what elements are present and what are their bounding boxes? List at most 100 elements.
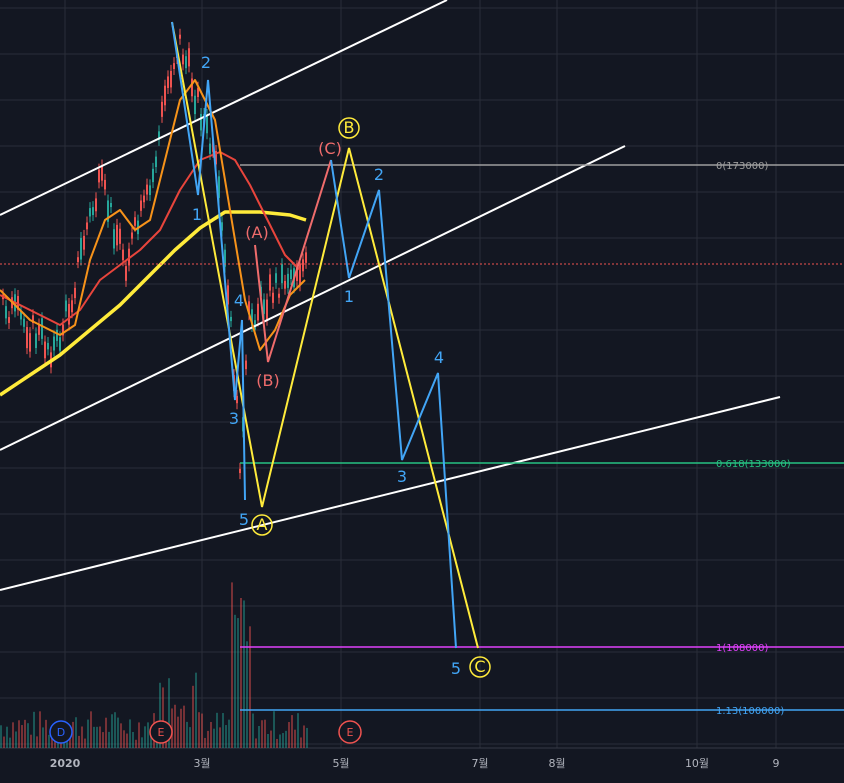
candle-body [272, 292, 274, 303]
volume-bar [237, 618, 239, 748]
candle-body [47, 342, 49, 350]
volume-bar [36, 736, 38, 748]
wave-impulse-right-path[interactable] [330, 159, 457, 649]
volume-bar [114, 712, 116, 748]
channel-line[interactable] [0, 396, 781, 591]
candle-body [5, 306, 7, 319]
candle-body [107, 200, 109, 222]
wave-label-sub: (C) [318, 139, 342, 158]
volume-bar [144, 726, 146, 748]
x-tick-label: 9 [773, 757, 780, 770]
wave-impulse-left-path[interactable] [171, 21, 246, 501]
candle-body [110, 202, 112, 208]
volume-bar [195, 672, 197, 748]
volume-bars [0, 582, 308, 748]
volume-bar [72, 721, 74, 748]
volume-bar [135, 739, 137, 748]
ma-mid-line [0, 151, 301, 326]
volume-bar [18, 720, 20, 748]
candle-body [71, 300, 73, 313]
candle-body [251, 309, 253, 326]
candle-body [263, 299, 265, 314]
event-marker-circle[interactable] [338, 720, 362, 744]
wave-label-b: B [344, 118, 355, 137]
candle-body [182, 54, 184, 65]
candle-body [41, 318, 43, 339]
volume-bar [234, 614, 236, 748]
volume-bar [99, 726, 101, 748]
volume-bar [6, 726, 8, 748]
candle-body [83, 235, 85, 250]
candle-body [149, 185, 151, 195]
volume-bar [264, 719, 266, 748]
volume-bar [117, 717, 119, 748]
volume-bar [90, 711, 92, 748]
candle-body [284, 280, 286, 289]
volume-bar [249, 626, 251, 748]
volume-bar [162, 687, 164, 748]
volume-bar [273, 711, 275, 748]
candle-body [170, 70, 172, 88]
candle-body [173, 63, 175, 70]
candle-body [65, 300, 67, 312]
volume-bar [276, 738, 278, 748]
candle-body [296, 266, 298, 281]
wave-paths[interactable] [171, 21, 479, 649]
volume-bar [210, 721, 212, 748]
volume-bar [102, 732, 104, 748]
x-tick-label: 8월 [548, 757, 565, 770]
volume-bar [282, 733, 284, 748]
wave-label-impulse-right: 1 [344, 287, 354, 306]
wave-label-impulse-left: 4 [234, 291, 244, 310]
candle-body [221, 222, 223, 231]
candle-body [200, 113, 202, 131]
wave-label-impulse-right: 5 [451, 659, 461, 678]
volume-bar [93, 726, 95, 748]
volume-bar [33, 711, 35, 748]
candle-body [227, 285, 229, 305]
candle-body [104, 179, 106, 190]
candle-body [215, 151, 217, 165]
wave-label-impulse-right: 2 [374, 165, 384, 184]
candle-body [26, 327, 28, 349]
candle-body [239, 468, 241, 474]
volume-bar [243, 600, 245, 748]
volume-bar [183, 705, 185, 748]
event-marker-circle[interactable] [49, 720, 73, 744]
candle-body [167, 76, 169, 88]
candle-body [77, 257, 79, 263]
volume-bar [78, 735, 80, 748]
volume-bar [222, 713, 224, 748]
volume-bar [288, 722, 290, 748]
x-tick-label: 10월 [685, 757, 709, 770]
fib-level-label: 0(173000) [716, 161, 768, 172]
fib-extension[interactable]: 0(173000) 0.618(133000) 1(108000) 1.13(1000… [240, 161, 844, 717]
volume-bar [39, 711, 41, 748]
candle-body [230, 316, 232, 322]
candle-body [287, 273, 289, 288]
candle-body [248, 301, 250, 315]
volume-bar [204, 737, 206, 748]
volume-bar [285, 730, 287, 748]
candle-body [68, 303, 70, 325]
volume-bar [120, 723, 122, 748]
wave-label-c: C [474, 657, 485, 676]
candle-body [122, 249, 124, 261]
volume-bar [306, 727, 308, 748]
volume-bar [87, 719, 89, 748]
volume-bar [192, 685, 194, 748]
event-marker-circle[interactable] [149, 720, 173, 744]
volume-bar [147, 722, 149, 748]
volume-bar [108, 731, 110, 748]
volume-bar [12, 722, 14, 748]
volume-bar [48, 734, 50, 748]
wave-abc-path[interactable] [171, 21, 479, 649]
wave-sub-abc-path[interactable] [254, 159, 332, 363]
candle-body [17, 296, 19, 310]
volume-bar [15, 731, 17, 748]
candle-body [134, 217, 136, 226]
volume-bar [27, 723, 29, 748]
channel-line[interactable] [0, 0, 448, 216]
